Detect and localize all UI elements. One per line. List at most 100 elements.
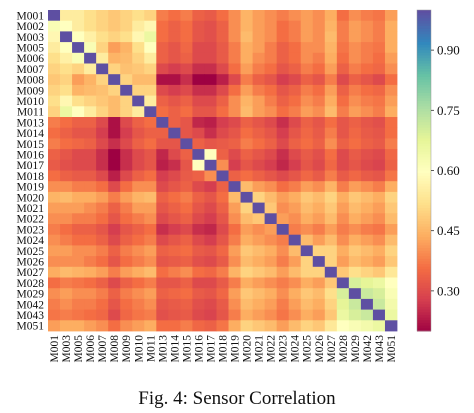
heatmap-cell [300,149,314,161]
heatmap-cell [168,170,181,182]
heatmap-cell [108,213,121,225]
heatmap-cell [120,10,133,22]
heatmap-cell [288,42,302,54]
heatmap-cell [204,266,217,278]
heatmap-cell [252,138,266,150]
colorbar-segment [417,306,431,311]
colorbar-segment [417,154,431,158]
heatmap-cell [168,320,181,332]
heatmap-cell [132,10,145,22]
heatmap-cell [108,266,121,278]
heatmap-cell [360,10,374,22]
heatmap-cell [60,298,73,310]
heatmap-cell [312,95,326,107]
heatmap-cell [204,20,217,32]
heatmap-cell [96,309,109,321]
colorbar-segment [417,248,431,252]
heatmap-cell [180,288,193,300]
heatmap-cell [384,170,398,182]
heatmap-cell [72,202,85,214]
heatmap-cell [312,181,326,193]
heatmap-cell [276,127,290,139]
heatmap-cell [324,74,338,86]
heatmap-cell [228,84,241,96]
heatmap-cell [192,159,205,171]
colorbar-segment [417,162,431,166]
heatmap-cell [312,10,326,22]
heatmap-cell [48,127,61,139]
heatmap-cell [300,181,314,193]
heatmap-cell [252,234,266,246]
heatmap-cell [144,320,157,332]
heatmap-cell [348,181,362,193]
heatmap-cell [192,202,205,214]
colorbar-segment [417,274,431,278]
colorbar-segment [417,312,431,316]
heatmap-cell [132,245,145,257]
heatmap-cell [372,202,386,214]
heatmap-cell [312,20,326,32]
heatmap-cell [372,117,386,129]
heatmap-cell [156,309,169,321]
heatmap-cell [216,256,229,268]
colorbar-segment [417,55,431,59]
colorbar-segment [417,186,431,190]
heatmap-cell [276,245,290,257]
heatmap-cell [132,52,145,64]
colorbar-segment [417,320,431,324]
heatmap-cell [156,266,169,278]
row-tick-label: M014 [17,128,45,140]
heatmap-cell [228,309,241,321]
heatmap-cell [156,52,169,64]
heatmap-cell [204,181,217,193]
heatmap-cell [360,320,374,332]
heatmap-cell [336,95,350,107]
colorbar-segment [417,90,431,94]
heatmap-cell [108,127,121,139]
heatmap-cell [84,84,97,96]
heatmap-cell [48,84,61,96]
heatmap-cell [348,159,362,171]
row-tick-label: M016 [17,149,45,161]
colorbar-segment [417,285,431,289]
heatmap-cell [168,42,181,54]
heatmap-cell [348,95,362,107]
heatmap-cell [276,309,290,321]
heatmap-cell [336,191,350,203]
heatmap-cell [72,106,85,118]
heatmap-cell [276,31,290,43]
heatmap-cell [144,10,157,22]
heatmap-cell [156,320,169,332]
heatmap-cell [372,320,386,332]
colorbar-segment [417,175,431,180]
heatmap-cell [240,20,253,32]
heatmap-cell [300,84,314,96]
heatmap-cell [120,63,133,75]
heatmap-cell [204,213,217,225]
heatmap-cell [216,224,229,236]
heatmap-cell [216,298,229,310]
heatmap-cell [168,95,181,107]
colorbar-segment [417,100,431,105]
heatmap-cell [204,224,217,236]
heatmap-cell [348,256,362,268]
colorbar-segment [417,159,431,163]
heatmap-cell [240,95,253,107]
heatmap-cell [348,63,362,75]
heatmap-cell [324,202,338,214]
heatmap-cell [216,202,229,214]
heatmap-cell [324,10,338,22]
heatmap-cell [312,106,326,118]
colorbar-segment [417,74,431,78]
heatmap-cell [348,106,362,118]
heatmap-cell [288,95,302,107]
colorbar-segment [417,12,431,16]
heatmap-cell [384,31,398,43]
heatmap-cell [144,52,157,64]
heatmap-cell [120,202,133,214]
heatmap-cell [60,234,73,246]
column-tick-label: M006 [85,335,97,363]
heatmap-cell [72,10,85,22]
heatmap-cell [168,277,181,289]
heatmap-cell [300,277,314,289]
